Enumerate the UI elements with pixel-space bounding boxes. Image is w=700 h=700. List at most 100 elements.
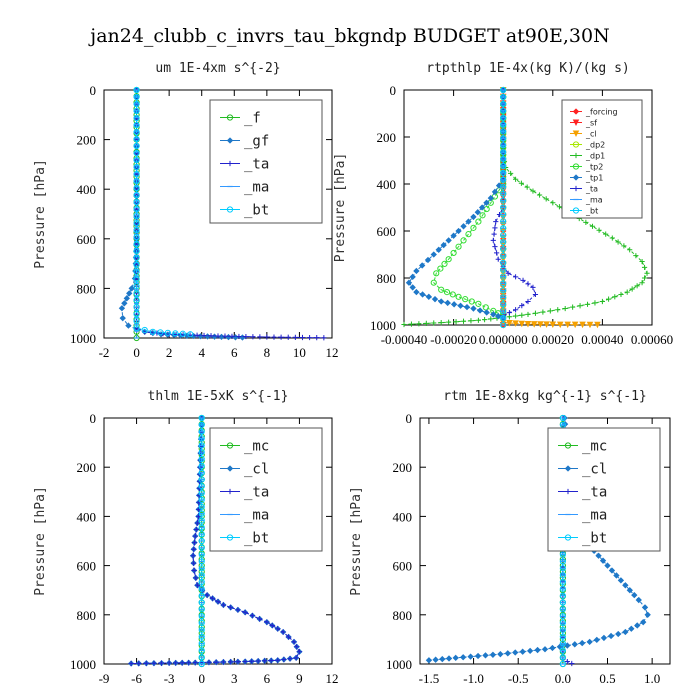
panel-3-frame bbox=[103, 417, 333, 665]
panel-1-legend: _f _gf _ta _ma _bt bbox=[209, 99, 323, 224]
data-point bbox=[493, 219, 499, 225]
data-point bbox=[446, 319, 452, 325]
ytick-label: 1000 bbox=[70, 657, 96, 672]
legend-label: _ta bbox=[244, 485, 269, 501]
ytick-label: 400 bbox=[377, 177, 397, 192]
data-point bbox=[157, 329, 164, 336]
data-point bbox=[583, 219, 589, 225]
data-point bbox=[520, 277, 526, 283]
data-point bbox=[206, 659, 212, 665]
data-point bbox=[641, 264, 648, 271]
data-point bbox=[460, 223, 467, 230]
legend-swatch-marker bbox=[572, 174, 580, 181]
data-point bbox=[166, 660, 172, 666]
data-point bbox=[269, 622, 275, 629]
panel-3-title: thlm 1E-5xK s^{-1} bbox=[148, 389, 289, 404]
data-point bbox=[524, 321, 532, 328]
ytick-label: 1000 bbox=[70, 331, 96, 346]
data-point bbox=[133, 142, 140, 150]
data-point bbox=[133, 261, 140, 269]
data-point bbox=[500, 176, 507, 183]
data-point bbox=[500, 321, 507, 329]
data-point bbox=[262, 658, 268, 664]
data-point bbox=[133, 254, 140, 262]
data-point bbox=[500, 128, 507, 135]
data-point bbox=[506, 310, 512, 316]
data-point bbox=[213, 659, 219, 665]
data-point bbox=[556, 321, 564, 329]
panel-3-legend: _mc _cl _ta _ma _bt bbox=[209, 427, 323, 552]
data-point bbox=[624, 289, 630, 295]
data-point bbox=[622, 628, 629, 636]
data-point bbox=[141, 326, 148, 334]
data-point bbox=[455, 243, 462, 250]
data-point bbox=[285, 334, 291, 340]
data-point bbox=[119, 314, 126, 322]
data-point bbox=[512, 649, 519, 656]
data-point bbox=[128, 660, 134, 667]
ytick-label: 800 bbox=[377, 271, 397, 286]
xtick-label: -1.0 bbox=[463, 671, 484, 686]
data-point bbox=[500, 100, 507, 107]
xtick-label: 1.0 bbox=[644, 671, 660, 686]
legend-box bbox=[547, 427, 661, 552]
panel-1-title: um 1E-4xm s^{-2} bbox=[155, 61, 280, 76]
data-point bbox=[495, 256, 501, 262]
data-point bbox=[579, 639, 586, 647]
data-point bbox=[500, 232, 507, 239]
xtick-label: 0 bbox=[198, 671, 205, 686]
data-point bbox=[225, 333, 232, 341]
data-point bbox=[133, 177, 140, 185]
data-point bbox=[307, 334, 313, 341]
data-point bbox=[133, 170, 140, 178]
legend-label: _f bbox=[244, 111, 261, 127]
data-point bbox=[158, 660, 165, 666]
legend-swatch-marker bbox=[226, 442, 234, 449]
data-point bbox=[500, 287, 507, 294]
xtick-label: -3 bbox=[164, 671, 175, 686]
data-point bbox=[500, 149, 507, 156]
data-point bbox=[133, 275, 140, 283]
legend-swatch-marker bbox=[226, 206, 234, 213]
data-point bbox=[634, 283, 640, 289]
legend-label: _cl bbox=[585, 130, 597, 139]
data-point bbox=[640, 619, 647, 626]
data-point bbox=[592, 300, 598, 306]
data-point bbox=[491, 231, 497, 237]
data-point bbox=[530, 188, 536, 194]
data-point bbox=[416, 321, 422, 327]
data-point bbox=[559, 421, 566, 428]
data-point bbox=[467, 653, 474, 660]
data-point bbox=[559, 599, 566, 606]
panel-4-legend: _mc _cl _ta _ma _bt bbox=[547, 427, 661, 552]
data-point bbox=[470, 305, 477, 312]
data-point bbox=[193, 575, 199, 581]
data-point bbox=[599, 298, 605, 305]
xtick-label: 6 bbox=[231, 345, 238, 360]
legend-swatch-marker bbox=[226, 465, 234, 472]
data-point bbox=[198, 435, 205, 442]
data-point bbox=[475, 300, 482, 307]
data-point bbox=[430, 251, 437, 258]
data-point bbox=[518, 180, 524, 186]
data-point bbox=[559, 606, 566, 613]
data-point bbox=[257, 334, 263, 340]
ytick-label: 200 bbox=[77, 133, 97, 148]
data-point bbox=[475, 218, 482, 225]
data-point bbox=[198, 503, 205, 510]
legend-box bbox=[209, 427, 323, 552]
data-point bbox=[530, 284, 536, 290]
data-point bbox=[132, 267, 139, 275]
data-point bbox=[133, 212, 140, 220]
legend-swatch-marker bbox=[226, 137, 234, 144]
data-point bbox=[215, 599, 221, 605]
series-bt bbox=[198, 414, 205, 668]
data-point bbox=[606, 296, 612, 302]
data-point bbox=[500, 93, 507, 101]
data-point bbox=[409, 284, 416, 291]
data-point bbox=[595, 552, 602, 559]
data-point bbox=[133, 247, 140, 255]
data-point bbox=[424, 256, 432, 264]
data-point bbox=[198, 572, 205, 579]
data-point bbox=[500, 314, 507, 322]
